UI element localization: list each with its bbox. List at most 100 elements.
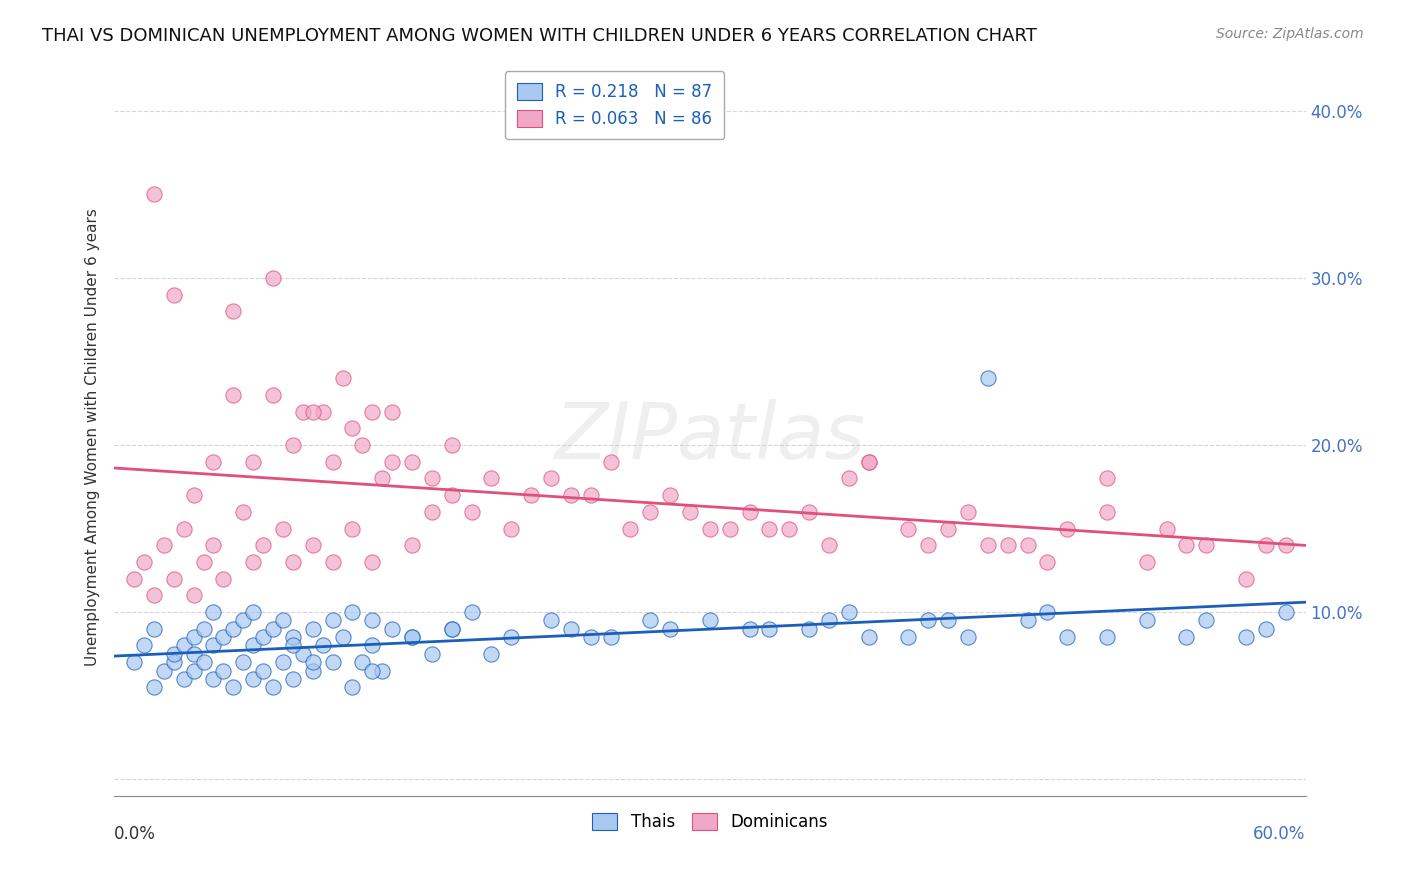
Point — [142, 187, 165, 202]
Point — [640, 614, 662, 628]
Point — [202, 672, 225, 686]
Point — [361, 639, 384, 653]
Point — [1095, 630, 1118, 644]
Point — [460, 605, 482, 619]
Point — [797, 622, 820, 636]
Point — [361, 614, 384, 628]
Point — [183, 664, 205, 678]
Point — [481, 471, 503, 485]
Point — [163, 572, 186, 586]
Point — [1175, 630, 1198, 644]
Point — [579, 630, 602, 644]
Point — [1234, 572, 1257, 586]
Point — [858, 455, 880, 469]
Point — [1195, 614, 1218, 628]
Point — [242, 455, 264, 469]
Point — [173, 522, 195, 536]
Point — [1036, 555, 1059, 569]
Point — [1156, 522, 1178, 536]
Point — [202, 639, 225, 653]
Point — [1017, 614, 1039, 628]
Point — [361, 404, 384, 418]
Point — [917, 614, 939, 628]
Point — [440, 438, 463, 452]
Point — [361, 664, 384, 678]
Point — [193, 655, 215, 669]
Point — [232, 505, 254, 519]
Point — [142, 588, 165, 602]
Point — [838, 471, 860, 485]
Point — [142, 622, 165, 636]
Point — [173, 672, 195, 686]
Point — [1036, 605, 1059, 619]
Point — [738, 505, 761, 519]
Point — [758, 622, 780, 636]
Point — [501, 522, 523, 536]
Point — [401, 630, 423, 644]
Point — [619, 522, 641, 536]
Point — [262, 388, 284, 402]
Point — [659, 622, 682, 636]
Point — [332, 371, 354, 385]
Point — [381, 455, 404, 469]
Point — [153, 538, 176, 552]
Point — [212, 630, 235, 644]
Point — [193, 622, 215, 636]
Point — [232, 614, 254, 628]
Point — [301, 538, 323, 552]
Point — [440, 622, 463, 636]
Point — [1234, 630, 1257, 644]
Point — [420, 647, 443, 661]
Point — [1274, 605, 1296, 619]
Point — [401, 455, 423, 469]
Point — [718, 522, 741, 536]
Text: THAI VS DOMINICAN UNEMPLOYMENT AMONG WOMEN WITH CHILDREN UNDER 6 YEARS CORRELATI: THAI VS DOMINICAN UNEMPLOYMENT AMONG WOM… — [42, 27, 1038, 45]
Point — [1056, 630, 1078, 644]
Point — [301, 664, 323, 678]
Point — [917, 538, 939, 552]
Text: ZIPatlas: ZIPatlas — [554, 399, 865, 475]
Point — [699, 522, 721, 536]
Point — [579, 488, 602, 502]
Point — [212, 572, 235, 586]
Point — [401, 538, 423, 552]
Point — [202, 605, 225, 619]
Point — [758, 522, 780, 536]
Point — [540, 614, 562, 628]
Point — [242, 555, 264, 569]
Point — [778, 522, 800, 536]
Point — [291, 404, 314, 418]
Point — [440, 488, 463, 502]
Y-axis label: Unemployment Among Women with Children Under 6 years: Unemployment Among Women with Children U… — [86, 208, 100, 665]
Point — [371, 471, 394, 485]
Point — [560, 488, 582, 502]
Point — [163, 287, 186, 301]
Point — [599, 455, 621, 469]
Point — [858, 455, 880, 469]
Point — [183, 588, 205, 602]
Point — [640, 505, 662, 519]
Point — [173, 639, 195, 653]
Point — [342, 605, 364, 619]
Point — [420, 471, 443, 485]
Point — [738, 622, 761, 636]
Point — [242, 672, 264, 686]
Point — [222, 388, 245, 402]
Point — [936, 522, 959, 536]
Point — [271, 655, 294, 669]
Text: 60.0%: 60.0% — [1253, 824, 1306, 843]
Point — [342, 421, 364, 435]
Point — [183, 488, 205, 502]
Point — [956, 505, 979, 519]
Point — [132, 555, 155, 569]
Point — [271, 522, 294, 536]
Point — [797, 505, 820, 519]
Point — [858, 630, 880, 644]
Point — [301, 404, 323, 418]
Point — [1254, 622, 1277, 636]
Point — [440, 622, 463, 636]
Point — [281, 555, 304, 569]
Point — [311, 639, 333, 653]
Point — [281, 672, 304, 686]
Point — [183, 630, 205, 644]
